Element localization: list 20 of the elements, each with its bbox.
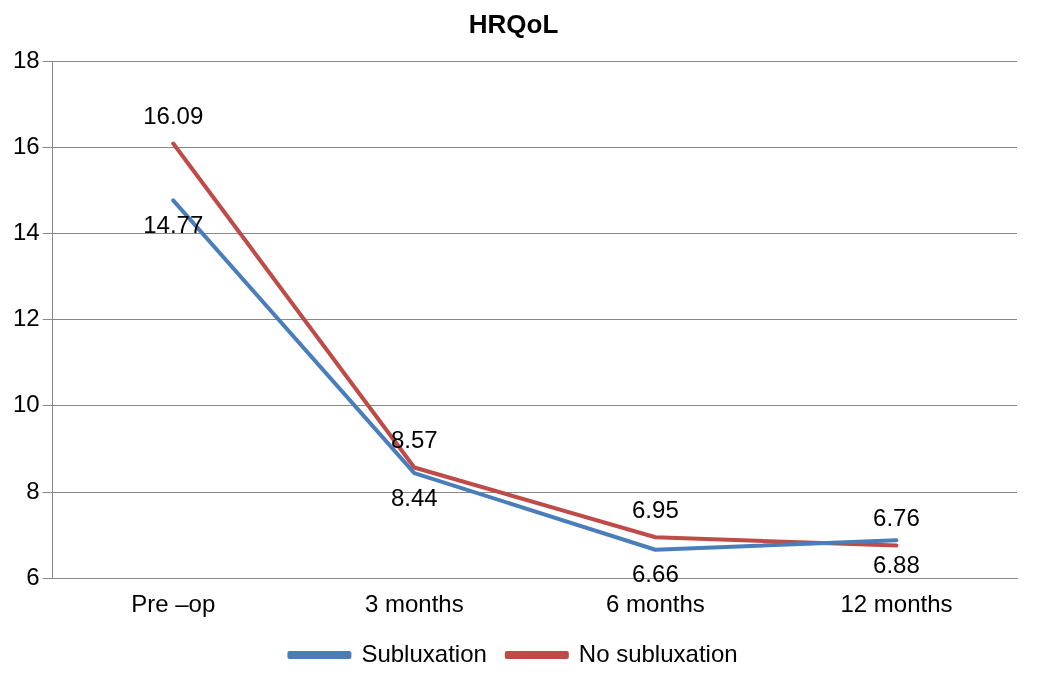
y-tick-label: 8: [26, 476, 40, 504]
data-label: 6.66: [632, 560, 679, 588]
data-label: 6.88: [873, 550, 920, 578]
chart-title: HRQoL: [468, 8, 559, 39]
y-tick-label: 14: [12, 218, 40, 246]
data-label: 6.76: [873, 504, 920, 532]
x-tick-label: 6 months: [606, 590, 705, 618]
x-tick-label: Pre –op: [131, 590, 216, 618]
y-tick-label: 16: [12, 131, 40, 159]
data-label: 6.95: [632, 495, 679, 523]
data-label: 16.09: [143, 102, 204, 130]
legend-label: No subluxation: [578, 639, 738, 667]
y-tick-label: 10: [12, 390, 40, 418]
legend-label: Subluxation: [361, 639, 487, 667]
x-tick-label: 3 months: [364, 590, 464, 618]
y-tick-label: 6: [26, 562, 40, 590]
y-tick-label: 12: [12, 304, 40, 332]
y-tick-label: 18: [12, 45, 40, 73]
data-label: 8.44: [390, 483, 438, 511]
x-tick-label: 12 months: [840, 590, 953, 618]
